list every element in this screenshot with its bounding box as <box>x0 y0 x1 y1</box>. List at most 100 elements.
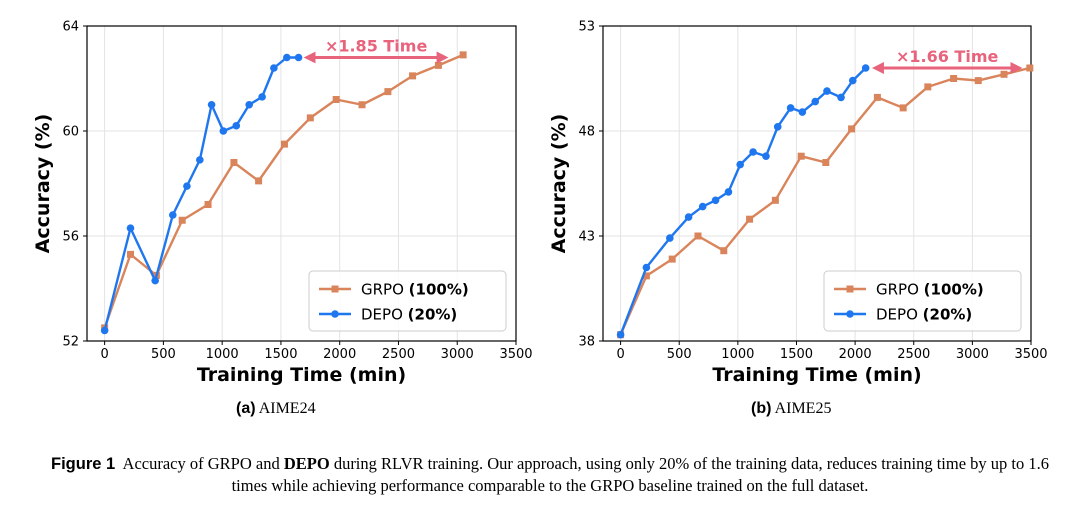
chart-a-series-grpo-point <box>434 61 442 69</box>
chart-a-ytick-label: 64 <box>62 20 79 35</box>
chart-a-series-grpo-point <box>459 51 467 59</box>
chart-b-series-grpo-point <box>746 215 754 223</box>
caption-bold-word: DEPO <box>283 454 330 473</box>
chart-b-series-depo-point <box>616 330 625 339</box>
chart-a-series-depo-line <box>103 56 299 331</box>
chart-a-series-depo-point <box>270 64 278 72</box>
chart-b-series-grpo-point <box>642 272 650 280</box>
chart-b-series-depo-point <box>773 123 782 131</box>
chart-a-frame <box>86 25 517 342</box>
chart-b-series-depo-point <box>837 93 845 102</box>
chart-a-ytick-label: 60 <box>62 125 79 140</box>
chart-b-series-grpo-point <box>950 75 958 82</box>
chart-b-series-grpo-point <box>668 255 676 263</box>
subcaption-a-text: AIME24 <box>258 400 316 417</box>
chart-a-legend-depo-name: DEPO <box>361 306 408 324</box>
chart-b-xtick-label: 1000 <box>721 347 754 362</box>
chart-a-legend-depo-share: (20%) <box>408 306 458 324</box>
chart-b-series-depo-point <box>724 188 733 196</box>
chart-b-xtick-label: 2000 <box>839 347 872 362</box>
chart-b-legend-depo-share: (20%) <box>923 306 973 324</box>
chart-b-legend-grpo-marker <box>846 285 854 293</box>
chart-b-xlabel: Training Time (min) <box>712 364 921 386</box>
chart-a: 0 500 1000 1500 2000 2500 3000 3500 52 56 60 64 Trai… <box>32 20 533 387</box>
chart-b-legend-grpo-label: GRPO (100%) <box>876 281 984 299</box>
chart-a-series-grpo-point <box>204 201 212 208</box>
chart-b-series-grpo-point <box>694 232 702 240</box>
subcaption-a-tag: (a) <box>236 400 256 417</box>
chart-b-series-grpo-point <box>771 196 779 204</box>
chart-b-series-grpo-point <box>1000 70 1008 78</box>
chart-a-legend-depo-marker <box>331 310 339 318</box>
chart-b-legend-depo-label: DEPO (20%) <box>876 306 972 324</box>
chart-a-series-grpo-point <box>230 159 238 166</box>
chart-a-ytick-label: 52 <box>62 335 79 350</box>
chart-a-series-grpo-point <box>409 72 417 80</box>
chart-a-legend-grpo-label: GRPO (100%) <box>361 281 469 299</box>
chart-b-series-grpo-point <box>822 159 830 166</box>
subcaption-b-tag: (b) <box>751 400 772 417</box>
chart-b-ytick-label: 53 <box>578 20 595 35</box>
chart-b-series-depo-point <box>749 148 757 156</box>
chart-a-series-depo-point <box>196 156 204 164</box>
chart-a-series-depo-point <box>232 121 241 130</box>
chart-a-series-grpo-point <box>358 101 366 109</box>
chart-a-series-grpo-point <box>306 114 314 122</box>
chart-b: 0 500 1000 1500 2000 2500 3000 3500 38 43 48 53 Trai… <box>548 20 1048 387</box>
chart-b-series-grpo-point <box>1026 64 1034 72</box>
chart-b-series-grpo-point <box>848 125 856 133</box>
chart-a-series-depo-point <box>126 224 135 232</box>
chart-a-series-depo-point <box>283 53 291 62</box>
chart-b-xtick-label: 500 <box>667 347 692 362</box>
chart-b-series-depo-point <box>823 87 831 95</box>
figure-label: Figure 1 <box>51 455 116 473</box>
chart-b-series-depo-point <box>736 160 744 169</box>
chart-b-series-depo-point <box>798 108 807 116</box>
chart-a-series-depo-point <box>294 53 303 62</box>
chart-a-annotation-label: ×1.85 Time <box>325 37 428 56</box>
chart-a-series-grpo-point <box>178 216 186 224</box>
chart-a-series-grpo-point <box>384 88 392 96</box>
caption-text-after: during RLVR training. Our approach, usin… <box>231 454 1049 495</box>
chart-b-legend-grpo-name: GRPO <box>876 281 924 299</box>
chart-a-xlabel: Training Time (min) <box>197 364 406 386</box>
chart-a-ylabel: Accuracy (%) <box>32 114 54 254</box>
subcaption-a: (a) AIME24 <box>236 400 316 424</box>
chart-b-ytick-label: 48 <box>578 125 595 140</box>
chart-a-xtick-label: 0 <box>100 347 108 362</box>
chart-b-series-depo-point <box>861 64 870 72</box>
chart-b-xtick-label: 3500 <box>1014 347 1047 362</box>
chart-b-legend-grpo-share: (100%) <box>924 281 984 299</box>
chart-b-series-depo-point <box>711 196 720 205</box>
chart-b-series-grpo-point <box>873 93 881 101</box>
chart-b-xtick-label: 3000 <box>956 347 989 362</box>
chart-a-series-depo-point <box>219 127 228 135</box>
chart-b-xtick-label: 2500 <box>897 347 930 362</box>
chart-a-ytick-label: 56 <box>62 230 79 245</box>
chart-a-legend-grpo-name: GRPO <box>361 281 409 299</box>
chart-b-legend-depo-marker <box>846 310 854 318</box>
chart-a-legend-grpo-share: (100%) <box>409 281 469 299</box>
chart-b-series-depo-point <box>666 234 674 242</box>
chart-a-xtick-label: 3500 <box>499 347 532 362</box>
chart-a-series-depo-point <box>207 100 216 109</box>
chart-b-series-grpo-point <box>720 247 728 255</box>
subcaption-b: (b) AIME25 <box>751 400 831 424</box>
chart-a-series-depo-point <box>183 182 191 190</box>
chart-a-xtick-label: 2000 <box>323 347 356 362</box>
chart-a-series-grpo-point <box>255 177 263 185</box>
chart-a-series-grpo-point <box>332 96 340 103</box>
caption-text-before: Accuracy of GRPO and <box>122 454 284 473</box>
chart-a-series-depo-point <box>245 100 253 109</box>
chart-b-frame <box>602 25 1032 342</box>
chart-b-series-grpo-point <box>974 77 982 85</box>
figure-caption: Figure 1 Accuracy of GRPO and DEPO durin… <box>50 453 1050 497</box>
chart-b-xtick-label: 0 <box>616 347 624 362</box>
chart-a-xtick-label: 1500 <box>264 347 297 362</box>
chart-a-series-grpo-point <box>126 250 134 258</box>
figure-charts: 0 500 1000 1500 2000 2500 3000 3500 52 56 60 64 Trai… <box>32 20 1048 387</box>
chart-b-series-depo-point <box>811 97 820 106</box>
chart-b-ytick-label: 43 <box>578 230 595 245</box>
chart-b-series-grpo-point <box>924 83 932 91</box>
chart-a-legend-grpo-marker <box>331 285 339 293</box>
